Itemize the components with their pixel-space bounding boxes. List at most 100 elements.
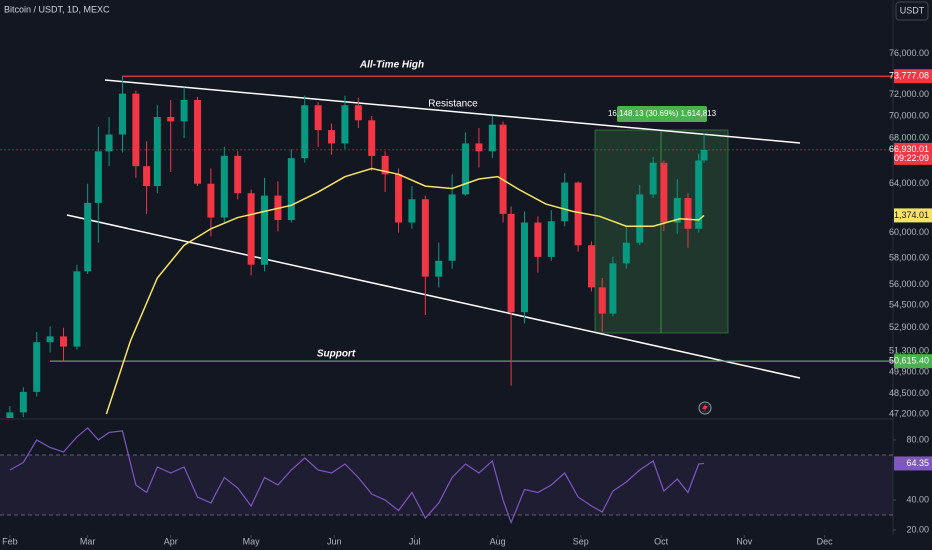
candle-body bbox=[598, 287, 606, 314]
currency-label[interactable]: USDT bbox=[900, 5, 925, 15]
candle-body bbox=[622, 242, 630, 264]
y-tick-label: 51,300.00 bbox=[889, 345, 929, 355]
price-label-box bbox=[894, 142, 932, 165]
candle-body bbox=[636, 194, 644, 243]
candle-body bbox=[574, 182, 582, 246]
rsi-last-label: 64.35 bbox=[906, 458, 929, 468]
y-tick-label: 52,900.00 bbox=[889, 322, 929, 332]
candle-body bbox=[314, 105, 322, 131]
candle-body bbox=[180, 99, 188, 122]
candle-body bbox=[341, 105, 349, 144]
candle-body bbox=[660, 162, 668, 223]
candle-body bbox=[673, 198, 681, 223]
x-tick-label: Jul bbox=[409, 536, 421, 546]
candle-body bbox=[448, 194, 456, 261]
y-tick-label: 49,900.00 bbox=[889, 366, 929, 376]
candle-body bbox=[6, 412, 14, 418]
x-tick-label: Jun bbox=[327, 536, 342, 546]
measure-label-box bbox=[617, 106, 707, 122]
candle-body bbox=[287, 158, 295, 221]
candle-body bbox=[435, 260, 443, 277]
candle-body bbox=[488, 124, 496, 152]
rsi-last-box bbox=[894, 456, 932, 471]
y-tick-label: 60,000.00 bbox=[889, 227, 929, 237]
x-tick-label: Oct bbox=[654, 536, 669, 546]
candle-body bbox=[499, 124, 507, 214]
candle-body bbox=[118, 93, 126, 135]
candle-body bbox=[247, 193, 255, 265]
x-tick-label: Apr bbox=[164, 536, 178, 546]
candle-body bbox=[507, 213, 515, 313]
candle-body bbox=[609, 263, 617, 314]
candle-body bbox=[649, 162, 657, 195]
candle-body bbox=[700, 149, 708, 161]
candle-body bbox=[684, 198, 692, 229]
candle-body bbox=[368, 120, 376, 156]
x-tick-label: May bbox=[243, 536, 261, 546]
y-tick-label: 72,000.00 bbox=[889, 89, 929, 99]
candle-body bbox=[520, 222, 528, 313]
candle-body bbox=[421, 199, 429, 277]
price-label: 73,777.08 bbox=[889, 71, 929, 81]
event-bolt bbox=[702, 403, 708, 413]
candle-body bbox=[143, 166, 151, 187]
y-tick-label: 56,000.00 bbox=[889, 279, 929, 289]
rsi-y-tick-label: 40.00 bbox=[906, 494, 929, 504]
price-label-box bbox=[894, 354, 932, 369]
moving-average bbox=[105, 167, 705, 415]
candle-body bbox=[132, 93, 140, 167]
candle-body bbox=[587, 245, 595, 288]
y-tick-label: 47,200.00 bbox=[889, 408, 929, 418]
candle-body bbox=[220, 155, 228, 218]
candle-body bbox=[46, 336, 54, 343]
currency-button[interactable] bbox=[895, 1, 929, 21]
candle-body bbox=[19, 391, 27, 413]
candle-body bbox=[207, 183, 215, 218]
candle-body bbox=[84, 202, 92, 272]
candle-body bbox=[547, 221, 555, 257]
candle-body bbox=[328, 130, 336, 144]
price-label-box bbox=[894, 69, 932, 84]
candle-body bbox=[408, 199, 416, 223]
price-pane bbox=[0, 75, 893, 418]
rsi-pane bbox=[0, 427, 893, 525]
price-label-box bbox=[894, 208, 932, 223]
resistance-label: Resistance bbox=[428, 99, 478, 110]
candle-body bbox=[153, 117, 161, 187]
candle-body bbox=[261, 195, 269, 265]
candle-body bbox=[381, 155, 389, 175]
candle-body bbox=[301, 105, 309, 159]
candle-body bbox=[475, 143, 483, 152]
price-timer: 09:22:09 bbox=[894, 153, 929, 163]
x-tick-label: Mar bbox=[80, 536, 96, 546]
price-label: 66,930.01 bbox=[889, 144, 929, 154]
candle-body bbox=[94, 151, 102, 203]
candle-body bbox=[194, 99, 202, 184]
resistance-line bbox=[104, 79, 801, 144]
x-tick-label: Feb bbox=[2, 536, 18, 546]
rsi-y-tick-label: 80.00 bbox=[906, 434, 929, 444]
candle-body bbox=[234, 155, 242, 194]
rsi-line bbox=[9, 427, 705, 525]
candle-body bbox=[695, 160, 703, 229]
candle-body bbox=[60, 336, 68, 347]
candle-body bbox=[105, 134, 113, 152]
chart-title: Bitcoin / USDT, 1D, MEXC bbox=[4, 4, 110, 14]
candle-body bbox=[534, 222, 542, 257]
ath-label: All-Time High bbox=[359, 60, 424, 71]
price-label: 61,374.01 bbox=[889, 210, 929, 220]
candle-body bbox=[73, 271, 81, 347]
price-label: 50,615.40 bbox=[889, 356, 929, 366]
candle-body bbox=[395, 174, 403, 223]
x-tick-label: Nov bbox=[736, 536, 753, 546]
candle-body bbox=[167, 117, 175, 122]
y-tick-label: 70,000.00 bbox=[889, 110, 929, 120]
y-tick-label: 64,000.00 bbox=[889, 178, 929, 188]
rsi-band bbox=[0, 454, 893, 516]
y-tick-label: 58,000.00 bbox=[889, 253, 929, 263]
y-tick-label: 48,500.00 bbox=[889, 388, 929, 398]
candle-body bbox=[561, 182, 569, 222]
candle-body bbox=[33, 342, 41, 392]
y-tick-label: 76,000.00 bbox=[889, 48, 929, 58]
